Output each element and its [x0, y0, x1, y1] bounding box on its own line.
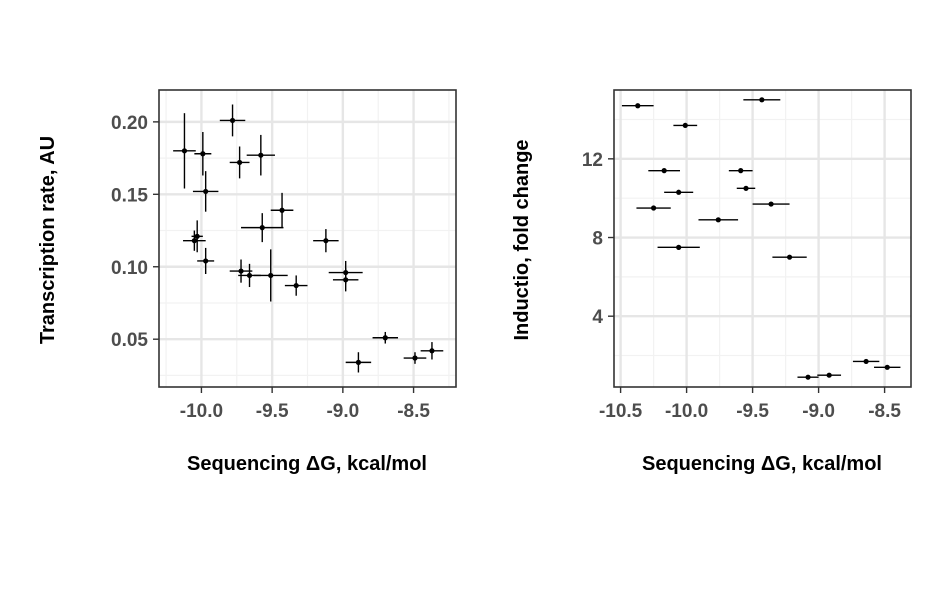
data-point — [863, 358, 869, 365]
data-point — [259, 225, 265, 231]
right-x-axis-title: Sequencing ΔG, kcal/mol — [642, 453, 882, 475]
data-point — [661, 168, 667, 174]
data-point — [279, 207, 285, 213]
data-point — [203, 258, 209, 264]
y-tick-label: 0.20 — [111, 113, 148, 134]
data-point — [238, 268, 244, 274]
data-point — [258, 152, 264, 158]
y-tick-label: 12 — [582, 150, 603, 171]
x-tick-label: -9.0 — [802, 401, 835, 422]
data-point — [743, 185, 749, 191]
data-point — [759, 97, 765, 103]
chart-left: -10.0 -9.5 -9.0 -8.5 0.05 0.10 0.15 0.20 Sequen… — [37, 89, 457, 475]
y-tick-label: 0.15 — [111, 185, 148, 206]
data-point — [412, 355, 418, 361]
right-gridlines — [614, 90, 911, 387]
data-point — [715, 217, 721, 223]
data-point — [786, 254, 793, 260]
data-point — [382, 335, 388, 341]
data-point — [429, 348, 435, 354]
data-point — [676, 189, 682, 195]
data-point — [268, 272, 274, 279]
chart-right: -10.5 -10.0 -9.5 -9.0 -8.5 4 8 12 Sequencing ΔG… — [511, 89, 912, 475]
data-point — [355, 359, 362, 365]
y-tick-label: 8 — [592, 229, 603, 250]
data-point — [884, 364, 890, 370]
data-point — [682, 122, 688, 129]
data-point — [203, 188, 209, 195]
data-point — [768, 201, 774, 207]
data-point — [826, 372, 832, 378]
data-point — [237, 159, 243, 166]
x-tick-label: -10.0 — [180, 401, 223, 422]
y-tick-label: 0.10 — [111, 258, 148, 279]
left-axis-ticks: -10.0 -9.5 -9.0 -8.5 0.05 0.10 0.15 0.20 — [111, 113, 430, 422]
right-panel-border — [613, 89, 912, 388]
x-tick-label: -8.5 — [868, 401, 901, 422]
data-point — [343, 277, 349, 283]
y-tick-label: 4 — [592, 307, 603, 328]
data-point — [805, 374, 811, 380]
x-tick-label: -9.0 — [326, 401, 359, 422]
right-data-points — [621, 97, 901, 380]
y-tick-label: 0.05 — [111, 330, 148, 351]
left-data-points — [173, 104, 444, 373]
data-point — [191, 238, 197, 244]
data-point — [738, 168, 744, 174]
data-point — [635, 103, 641, 109]
data-point — [651, 205, 657, 211]
left-x-axis-title: Sequencing ΔG, kcal/mol — [187, 453, 427, 475]
data-point — [293, 282, 299, 289]
x-tick-label: -9.5 — [256, 401, 289, 422]
data-point — [676, 244, 682, 250]
data-point — [323, 238, 329, 244]
left-panel-border — [158, 89, 457, 388]
x-tick-label: -9.5 — [736, 401, 769, 422]
right-axis-ticks: -10.5 -10.0 -9.5 -9.0 -8.5 4 8 12 — [582, 150, 902, 422]
x-tick-label: -8.5 — [397, 401, 430, 422]
data-point — [194, 233, 200, 239]
left-y-axis-title: Transcription rate, AU — [37, 136, 59, 344]
left-gridlines — [159, 90, 456, 387]
data-point — [246, 272, 253, 279]
data-point — [229, 117, 236, 124]
data-point — [181, 148, 188, 154]
x-tick-label: -10.0 — [665, 401, 708, 422]
right-y-axis-title: Inductio, fold change — [511, 139, 533, 340]
data-point — [200, 151, 206, 157]
x-tick-label: -10.5 — [599, 401, 643, 422]
